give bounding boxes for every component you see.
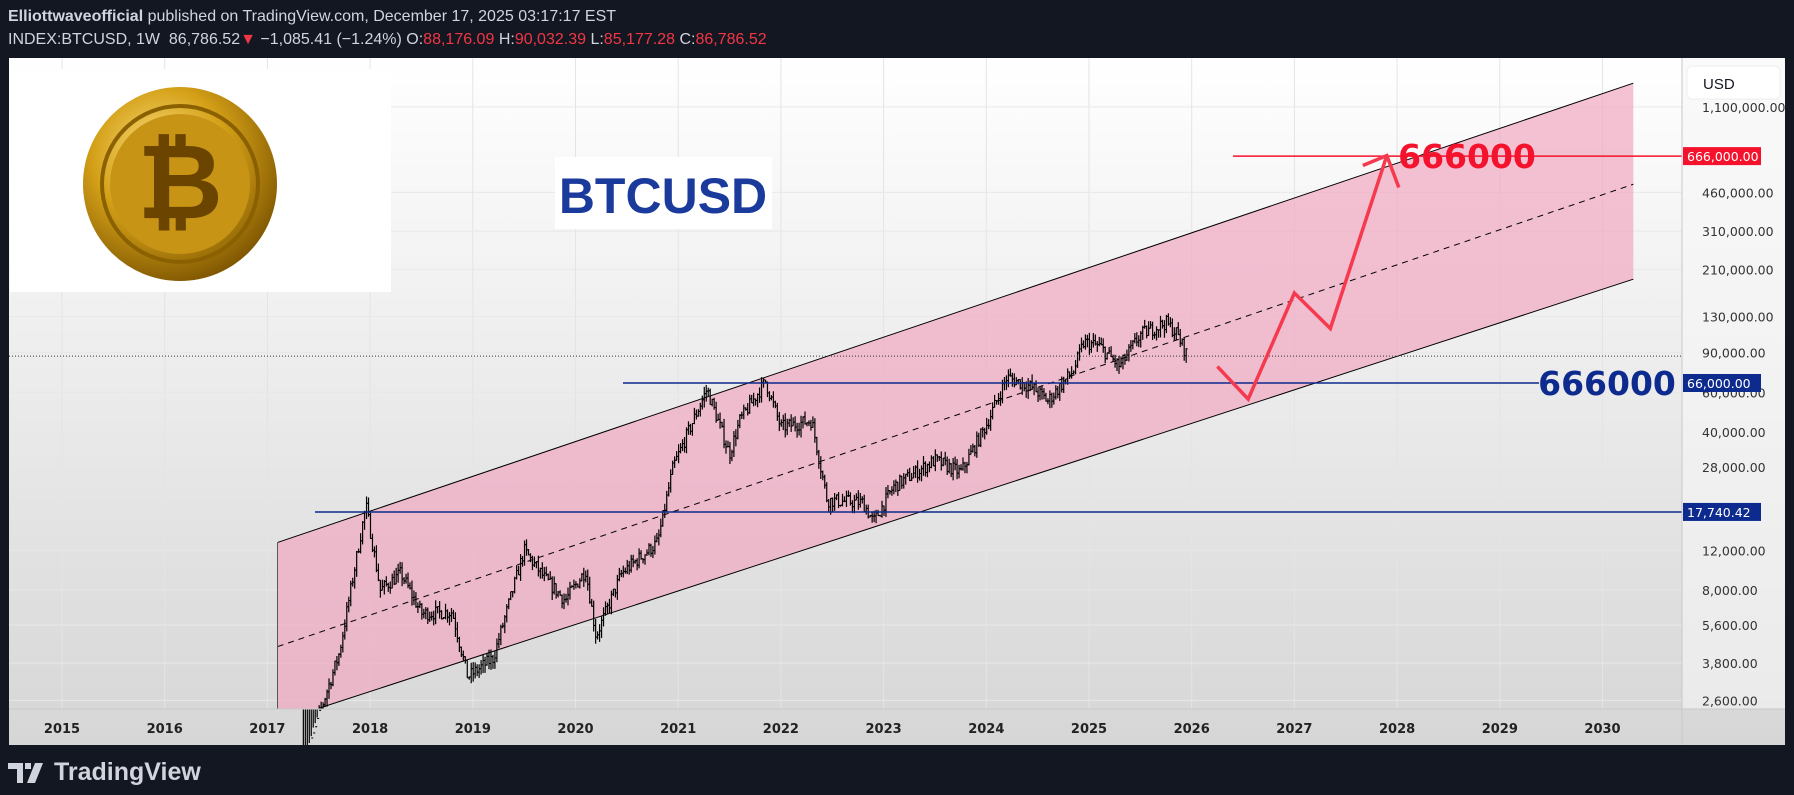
- time-tick-label: 2025: [1071, 722, 1107, 737]
- time-tick-label: 2019: [455, 722, 491, 737]
- publish-date: published on TradingView.com, December 1…: [143, 8, 617, 25]
- tradingview-logo[interactable]: TradingView: [8, 758, 201, 787]
- price-tick-label: 12,000.00: [1702, 543, 1766, 558]
- price-tag-label: 17,740.42: [1687, 505, 1751, 520]
- price-axis-ticks: 1,100,000.00 460,000.00 310,000.00 210,000.…: [1702, 100, 1785, 709]
- svg-text:₿: ₿: [137, 124, 223, 241]
- price-tick-label: 40,000.00: [1702, 425, 1766, 440]
- price-tick-label: 2,600.00: [1702, 693, 1758, 708]
- tradingview-logo-icon: [8, 762, 43, 783]
- price-tag: [1683, 373, 1761, 392]
- price-change: −1,085.41 (−1.24%): [260, 31, 402, 48]
- price-tag-label: 666,000.00: [1687, 149, 1759, 164]
- time-tick-label: 2023: [866, 722, 902, 737]
- time-tick-label: 2029: [1482, 722, 1518, 737]
- open-label: O:: [406, 31, 424, 48]
- price-tick-label: 8,000.00: [1702, 583, 1758, 598]
- time-tick-label: 2016: [147, 722, 183, 737]
- time-tick-label: 2026: [1174, 722, 1210, 737]
- time-tick-label: 2018: [352, 722, 388, 737]
- channel-upper-line[interactable]: [277, 82, 1634, 543]
- time-tick-label: 2020: [557, 722, 593, 737]
- projection-arrow[interactable]: [1216, 154, 1389, 403]
- price-tick-label: 1,100,000.00: [1702, 100, 1785, 115]
- price-tick-label: 90,000.00: [1702, 346, 1766, 361]
- title-box: [555, 157, 772, 229]
- high-label: H:: [498, 31, 515, 48]
- time-axis-ticks: 2015 2016 2017 2018 2019 2020 2021 2022 2023 2024…: [44, 722, 1621, 737]
- price-tag-label: 66,000.00: [1687, 376, 1751, 391]
- price-tick-label: 210,000.00: [1702, 262, 1774, 277]
- time-tick-label: 2015: [44, 722, 80, 737]
- low-value: 85,177.28: [603, 31, 675, 48]
- channel-fill: [277, 83, 1634, 709]
- price-tag: [1683, 502, 1761, 521]
- price-tick-label: 310,000.00: [1702, 224, 1774, 239]
- chart-area[interactable]: ₿ BTCUSD 666000 666000 1,100,000.00 460,0…: [9, 58, 1785, 745]
- symbol-info: INDEX:BTCUSD, 1W 86,786.52▼ −1,085.41 (−…: [8, 31, 767, 49]
- time-tick-label: 2027: [1276, 722, 1312, 737]
- publish-info: Elliottwaveofficial published on Trading…: [8, 8, 616, 26]
- close-value: 86,786.52: [695, 31, 767, 48]
- last-price: 86,786.52: [168, 31, 241, 48]
- price-tick-label: 28,000.00: [1702, 460, 1766, 475]
- low-label: L:: [590, 31, 604, 48]
- time-tick-label: 2028: [1379, 722, 1415, 737]
- bitcoin-coin-icon: ₿: [83, 87, 277, 281]
- price-tags: 666,000.00 66,000.00 17,740.42: [1683, 147, 1761, 521]
- currency-label: USD: [1703, 76, 1735, 93]
- price-tag: [1683, 147, 1761, 166]
- symbol: INDEX:BTCUSD, 1W: [8, 31, 161, 48]
- open-value: 88,176.09: [423, 31, 495, 48]
- chart-title: BTCUSD: [559, 168, 767, 224]
- price-tick-label: 3,800.00: [1702, 656, 1758, 671]
- target-blue-label: 666000: [1538, 364, 1676, 403]
- time-tick-label: 2021: [660, 722, 696, 737]
- time-tick-label: 2022: [763, 722, 799, 737]
- author: Elliottwaveofficial: [8, 8, 144, 25]
- channel-lower-line[interactable]: [318, 278, 1634, 709]
- high-value: 90,032.39: [514, 31, 586, 48]
- arrowhead-icon: [1362, 153, 1401, 189]
- down-arrow-icon: ▼: [240, 31, 256, 48]
- time-tick-label: 2030: [1584, 722, 1620, 737]
- time-tick-label: 2017: [249, 722, 285, 737]
- time-tick-label: 2024: [968, 722, 1004, 737]
- price-tick-label: 5,600.00: [1702, 618, 1758, 633]
- target-red-label: 666000: [1398, 137, 1536, 176]
- price-tick-label: 130,000.00: [1702, 309, 1774, 324]
- candles: [302, 313, 1188, 745]
- chart-canvas[interactable]: ₿ BTCUSD 666000 666000 1,100,000.00 460,0…: [9, 58, 1785, 745]
- currency-button[interactable]: [1686, 65, 1781, 100]
- price-tick-label: 460,000.00: [1702, 185, 1774, 200]
- close-label: C:: [679, 31, 696, 48]
- channel-middle-line[interactable]: [277, 183, 1634, 648]
